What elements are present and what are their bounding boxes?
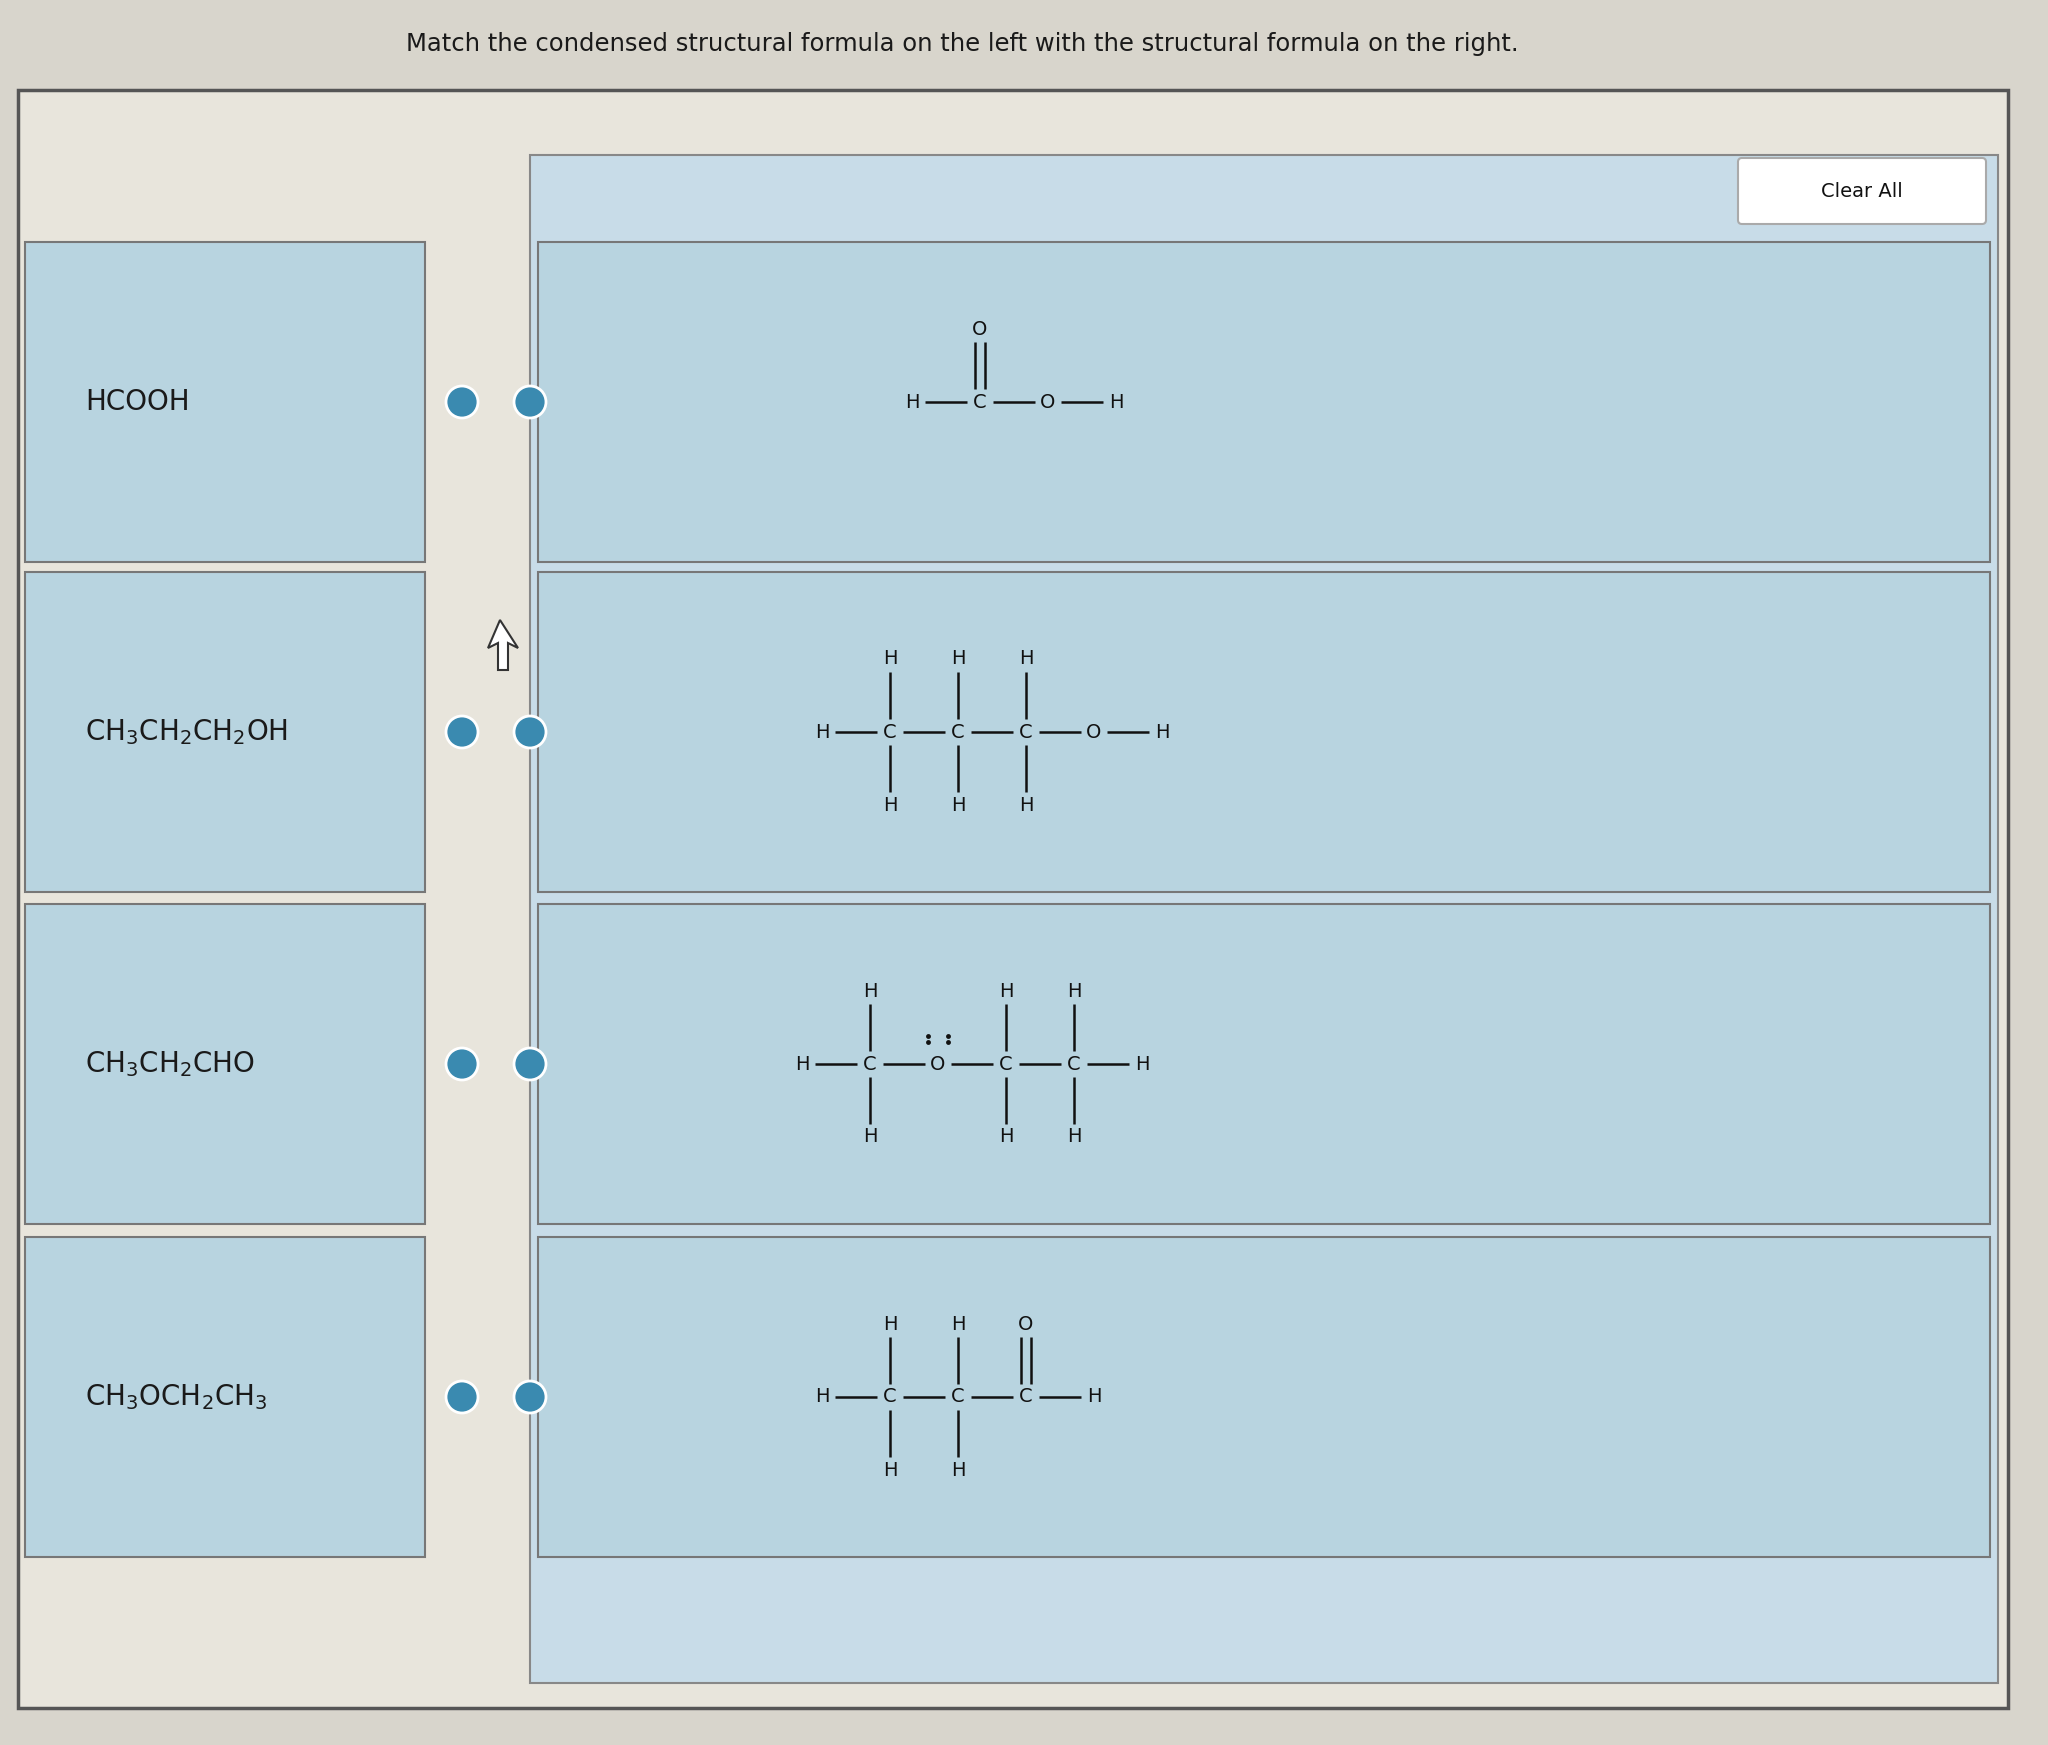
FancyBboxPatch shape [25,1237,426,1557]
Text: H: H [999,981,1014,1000]
Text: C: C [862,1054,877,1073]
Text: H: H [883,1314,897,1333]
Text: H: H [815,1387,829,1406]
Text: O: O [930,1054,946,1073]
Text: CH$_3$CH$_2$CH$_2$OH: CH$_3$CH$_2$CH$_2$OH [86,717,289,747]
Text: C: C [950,722,965,742]
FancyBboxPatch shape [25,904,426,1223]
Circle shape [446,1380,477,1413]
Text: O: O [973,319,987,339]
Circle shape [514,386,547,419]
Text: H: H [1155,722,1169,742]
Text: C: C [1067,1054,1081,1073]
Text: H: H [950,1314,965,1333]
Text: C: C [883,722,897,742]
Text: C: C [1020,722,1032,742]
Text: H: H [883,1461,897,1480]
Circle shape [446,715,477,749]
Text: H: H [905,393,920,412]
Circle shape [514,1380,547,1413]
Circle shape [446,386,477,419]
FancyBboxPatch shape [530,155,1999,1682]
Text: H: H [862,981,877,1000]
Text: H: H [999,1127,1014,1146]
Text: C: C [950,1387,965,1406]
Text: CH$_3$OCH$_2$CH$_3$: CH$_3$OCH$_2$CH$_3$ [86,1382,268,1412]
Text: O: O [1040,393,1055,412]
Text: Match the condensed structural formula on the left with the structural formula o: Match the condensed structural formula o… [406,31,1520,56]
FancyBboxPatch shape [1739,159,1987,223]
Text: HCOOH: HCOOH [86,387,190,415]
Text: C: C [973,393,987,412]
Text: H: H [1087,1387,1102,1406]
Text: H: H [1018,796,1034,815]
Text: H: H [1067,1127,1081,1146]
FancyBboxPatch shape [25,572,426,892]
FancyBboxPatch shape [539,1237,1991,1557]
Text: O: O [1085,722,1102,742]
FancyBboxPatch shape [539,904,1991,1223]
FancyBboxPatch shape [539,243,1991,562]
FancyBboxPatch shape [539,572,1991,892]
Text: C: C [883,1387,897,1406]
Text: C: C [1020,1387,1032,1406]
Text: H: H [815,722,829,742]
Text: H: H [1018,649,1034,668]
Text: H: H [1067,981,1081,1000]
Text: H: H [883,649,897,668]
Text: Clear All: Clear All [1821,181,1903,201]
Circle shape [514,1049,547,1080]
Text: H: H [950,1461,965,1480]
Circle shape [514,715,547,749]
Text: H: H [862,1127,877,1146]
FancyBboxPatch shape [25,243,426,562]
Circle shape [446,1049,477,1080]
Text: H: H [950,796,965,815]
Text: H: H [1135,1054,1149,1073]
Text: CH$_3$CH$_2$CHO: CH$_3$CH$_2$CHO [86,1049,254,1078]
Text: H: H [883,796,897,815]
Text: O: O [1018,1314,1034,1333]
Text: H: H [1108,393,1122,412]
Text: H: H [795,1054,809,1073]
Text: C: C [999,1054,1014,1073]
Polygon shape [487,619,518,670]
FancyBboxPatch shape [18,91,2007,1708]
Text: H: H [950,649,965,668]
